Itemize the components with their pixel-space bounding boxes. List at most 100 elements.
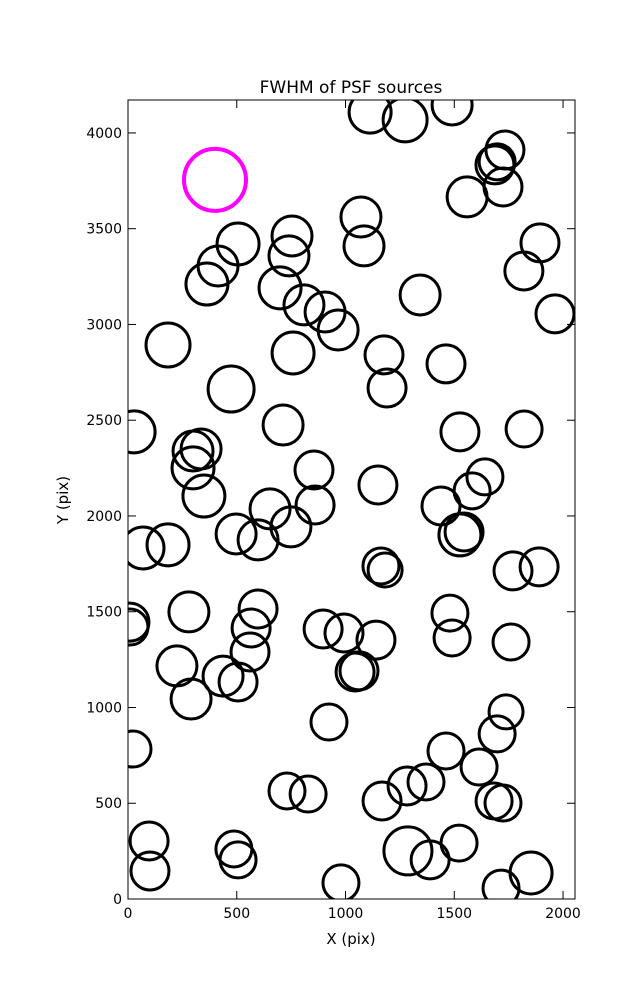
y-tick-label: 1000	[86, 700, 122, 716]
source-circle	[267, 771, 307, 811]
x-tick-label: 0	[124, 906, 133, 922]
source-circle	[406, 762, 446, 802]
source-circle	[342, 224, 386, 268]
source-circle	[128, 729, 153, 769]
source-circle	[269, 505, 313, 549]
plot-area	[128, 100, 575, 899]
source-circle	[302, 608, 344, 650]
source-circle	[439, 411, 481, 453]
source-circle	[382, 825, 434, 877]
source-circle	[361, 780, 403, 822]
source-circle	[508, 850, 554, 896]
source-circle	[201, 654, 245, 698]
x-axis-label: X (pix)	[326, 930, 375, 948]
source-circle	[288, 774, 328, 814]
source-circle	[338, 650, 380, 692]
source-circle	[129, 850, 171, 892]
source-circle	[230, 607, 272, 649]
source-circle	[170, 445, 216, 491]
source-circle	[261, 403, 305, 447]
source-circle	[477, 714, 517, 754]
source-circle	[459, 747, 499, 787]
source-circle	[128, 607, 150, 647]
source-circle	[534, 293, 575, 335]
source-circle	[294, 484, 336, 526]
source-circle	[398, 273, 442, 317]
source-circle	[206, 364, 256, 414]
source-circle	[518, 546, 560, 588]
source-circle	[355, 619, 397, 661]
source-circle	[293, 449, 335, 491]
source-circle	[128, 820, 170, 862]
source-circle	[128, 601, 151, 643]
source-circle	[487, 693, 525, 731]
source-circle	[491, 622, 531, 662]
x-tick-label: 1500	[436, 906, 472, 922]
source-circle	[381, 100, 429, 144]
y-tick-label: 3000	[86, 317, 122, 333]
source-circle	[474, 144, 516, 186]
y-tick-label: 2500	[86, 413, 122, 429]
source-circle	[144, 321, 192, 369]
source-circle	[439, 823, 479, 863]
x-tick-label: 1000	[328, 906, 364, 922]
source-circle	[218, 840, 258, 880]
chart-title: FWHM of PSF sources	[260, 78, 443, 98]
source-circle	[237, 588, 279, 630]
y-tick-label: 2000	[86, 509, 122, 525]
source-circle	[386, 765, 428, 807]
source-circle	[267, 234, 311, 278]
source-circle	[483, 783, 523, 823]
source-circle	[430, 593, 470, 633]
source-circle	[443, 511, 485, 553]
source-circle	[366, 367, 408, 409]
source-circle	[236, 518, 280, 562]
source-circle	[323, 612, 365, 654]
source-circle	[181, 473, 227, 519]
source-circle	[363, 334, 405, 376]
source-circle	[504, 409, 544, 449]
source-circle	[182, 146, 249, 213]
y-tick-label: 3500	[86, 222, 122, 238]
source-circle	[492, 550, 534, 592]
source-circle	[128, 525, 166, 571]
source-circle	[465, 457, 505, 497]
source-circle	[430, 100, 474, 127]
y-tick-label: 1500	[86, 605, 122, 621]
source-circle	[169, 677, 213, 721]
source-circle	[339, 195, 383, 239]
axes-frame	[127, 99, 576, 900]
source-circle	[184, 261, 230, 307]
source-circle	[282, 283, 326, 327]
source-circle	[357, 464, 399, 506]
y-tick-label: 0	[113, 892, 122, 908]
source-circle	[309, 702, 349, 742]
source-circle	[316, 308, 360, 352]
source-circle	[128, 409, 157, 455]
source-circle	[366, 551, 404, 589]
source-circle	[270, 330, 316, 376]
source-circle	[432, 618, 472, 658]
source-circle	[214, 512, 258, 556]
source-circle	[426, 731, 466, 771]
source-circle	[229, 631, 271, 673]
x-tick-label: 2000	[545, 906, 581, 922]
source-circle	[145, 522, 191, 568]
source-circle	[481, 868, 521, 899]
y-tick-label: 500	[95, 796, 122, 812]
x-tick-label: 500	[223, 906, 250, 922]
source-circle	[257, 265, 303, 311]
source-circle	[167, 590, 211, 634]
source-circle	[321, 863, 361, 899]
source-circle	[347, 100, 393, 135]
source-circle	[503, 250, 545, 292]
source-circle	[409, 839, 451, 881]
y-tick-label: 4000	[86, 126, 122, 142]
source-circle	[425, 343, 467, 385]
source-circle	[270, 214, 314, 258]
y-axis-label: Y (pix)	[54, 476, 72, 525]
source-circle	[445, 175, 489, 219]
source-circle	[361, 546, 401, 586]
